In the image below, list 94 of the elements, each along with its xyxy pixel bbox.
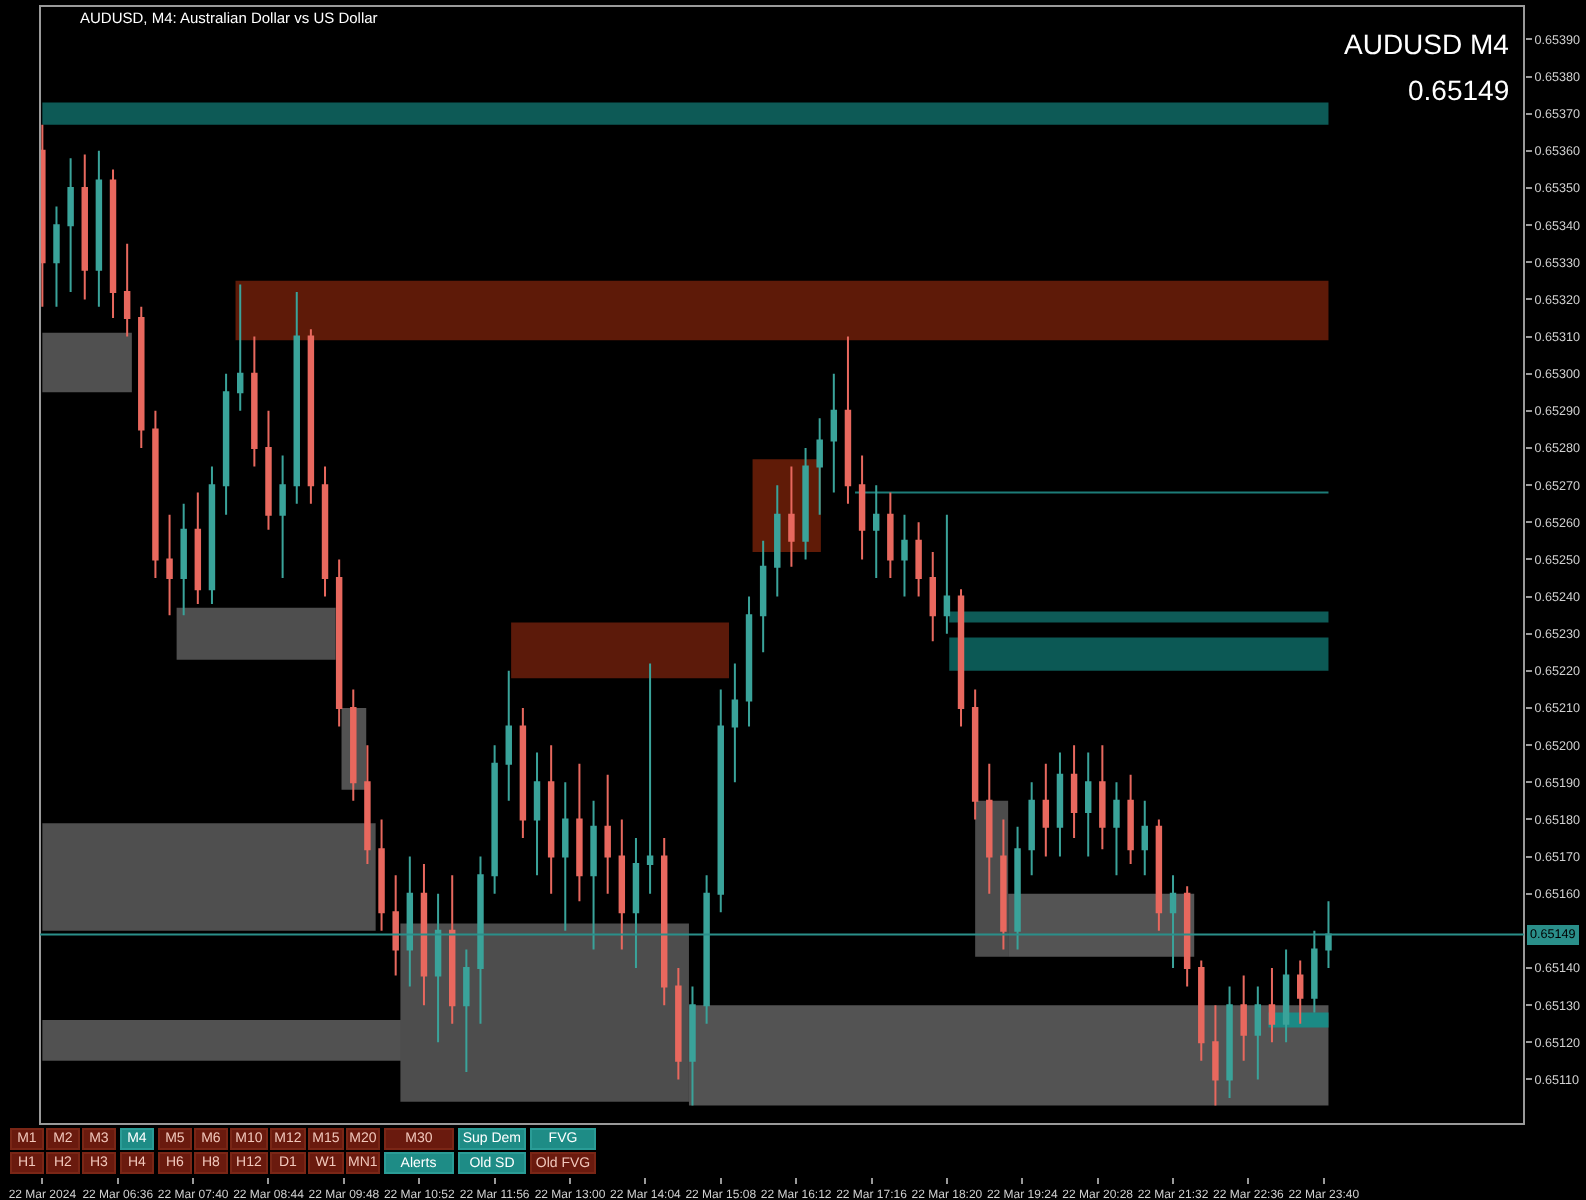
candlestick <box>434 892 442 1044</box>
candlestick <box>887 491 894 579</box>
candlestick <box>957 588 965 728</box>
candlestick <box>1042 762 1050 858</box>
candlestick <box>222 372 230 516</box>
candlestick <box>1254 985 1262 1081</box>
candlestick <box>873 484 880 579</box>
candlestick <box>731 662 739 784</box>
candlestick <box>646 662 654 895</box>
candlestick <box>81 153 88 301</box>
candlestick <box>929 551 936 643</box>
candlestick <box>576 762 583 903</box>
candlestick <box>1311 929 1318 1014</box>
candlestick <box>1169 874 1177 969</box>
candlestick <box>463 948 470 1073</box>
candlestick <box>632 837 640 969</box>
candlestick <box>590 799 597 951</box>
candlestick <box>971 688 979 821</box>
candlestick <box>604 773 611 895</box>
candlestick <box>943 513 951 635</box>
candlestick <box>40 123 46 308</box>
candlestick <box>166 513 173 617</box>
candlestick <box>533 751 541 877</box>
candlestick <box>307 328 315 505</box>
candlestick <box>547 744 555 895</box>
candlestick <box>858 454 866 561</box>
candlestick <box>1127 773 1134 865</box>
candlestick <box>618 818 626 951</box>
candlestick <box>675 967 682 1081</box>
candlestick <box>420 863 428 1007</box>
candlestick <box>830 372 838 494</box>
candlestick <box>1000 818 1007 951</box>
candlestick <box>406 855 414 988</box>
candlestick <box>477 855 484 1025</box>
candlestick <box>265 409 272 531</box>
candlestick <box>1226 985 1233 1099</box>
candlestick <box>53 205 60 308</box>
candlestick <box>689 985 696 1107</box>
candlestick <box>491 744 498 895</box>
candlestick <box>180 502 187 617</box>
candlestick <box>1056 751 1064 858</box>
candlestick <box>350 688 357 802</box>
candlestick <box>759 539 767 654</box>
candlestick <box>392 874 399 977</box>
candlestick <box>449 874 456 1025</box>
candlestick <box>1240 974 1247 1062</box>
candlestick <box>1268 967 1276 1044</box>
annotation: AUDUSD M4 <box>1344 28 1510 60</box>
candlestick <box>1297 959 1304 1025</box>
candlestick <box>1085 751 1092 858</box>
candlestick <box>1141 799 1148 877</box>
candlestick <box>152 409 159 579</box>
candlestick <box>901 513 908 598</box>
candlestick <box>293 291 300 505</box>
candlestick <box>1028 781 1035 877</box>
candlestick <box>1099 744 1106 851</box>
candlestick <box>915 521 922 598</box>
candlestick <box>745 595 753 728</box>
candlestick <box>279 454 286 579</box>
candlestick <box>194 491 202 605</box>
candlestick <box>562 781 569 932</box>
candlestick <box>123 242 131 338</box>
candlestick <box>321 465 329 598</box>
candlestick <box>505 669 512 802</box>
candlestick <box>208 465 216 605</box>
candlestick <box>1155 818 1163 932</box>
candlestick <box>364 744 371 865</box>
candlestick <box>1198 959 1205 1062</box>
candlestick <box>67 157 74 293</box>
candlestick <box>1183 885 1191 988</box>
candlestick <box>335 558 343 728</box>
candlestick <box>1113 781 1120 877</box>
candlestick <box>378 818 385 932</box>
candlestick <box>1212 1004 1219 1107</box>
candlestick <box>1014 825 1021 951</box>
candlestick <box>1325 900 1332 969</box>
candlestick <box>774 484 781 598</box>
candlestick <box>109 168 117 319</box>
candlestick <box>1070 744 1078 839</box>
candlestick <box>251 335 258 468</box>
candlestick <box>844 335 852 505</box>
candlestick <box>138 305 145 449</box>
candlestick <box>986 762 993 895</box>
candlestick <box>788 465 795 568</box>
candlestick <box>661 837 668 1007</box>
candlestick <box>519 707 527 839</box>
annotation: 0.65149 <box>1408 74 1510 106</box>
candlestick <box>1282 948 1290 1044</box>
candlestick <box>95 149 103 308</box>
candlestick <box>717 688 724 914</box>
candlestick <box>816 417 823 516</box>
candlestick <box>802 447 809 561</box>
candlestick <box>703 874 710 1025</box>
candlestick <box>237 283 244 412</box>
